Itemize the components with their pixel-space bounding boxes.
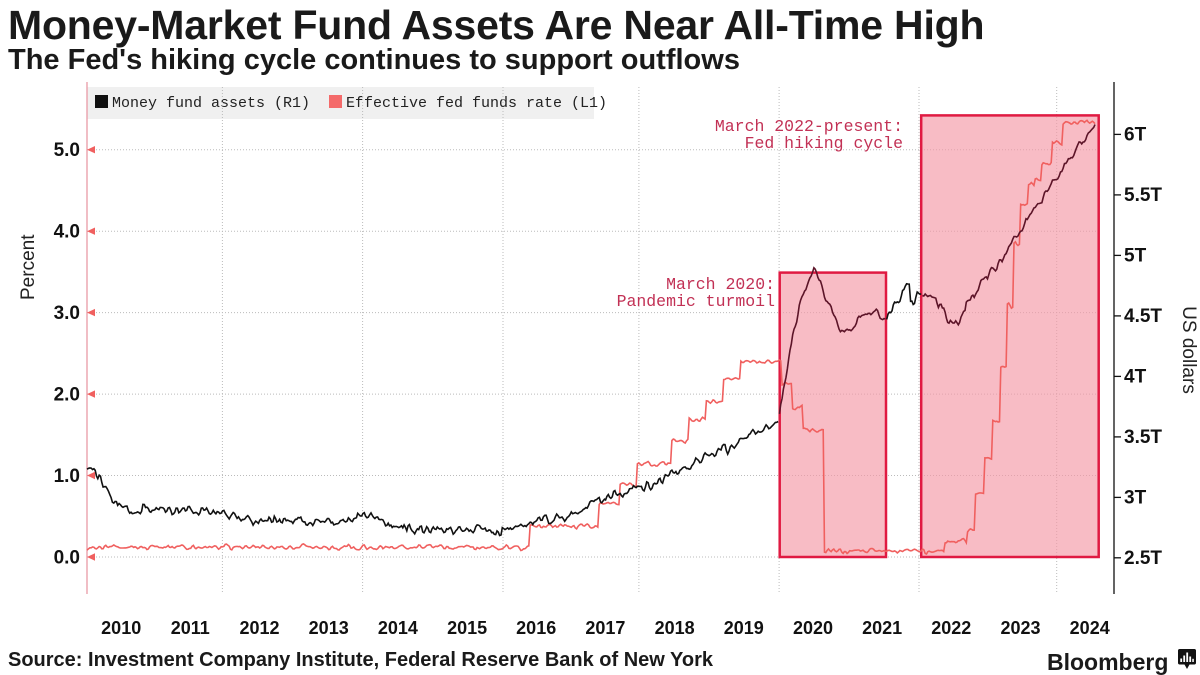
svg-text:4.5T: 4.5T — [1124, 306, 1162, 327]
svg-text:2.0: 2.0 — [54, 384, 80, 405]
svg-text:2020: 2020 — [793, 618, 833, 638]
svg-text:3.0: 3.0 — [54, 303, 80, 324]
svg-text:2024: 2024 — [1070, 618, 1110, 638]
svg-text:2017: 2017 — [585, 618, 625, 638]
svg-text:2012: 2012 — [239, 618, 279, 638]
svg-text:Pandemic turmoil: Pandemic turmoil — [617, 292, 775, 311]
svg-text:2023: 2023 — [1000, 618, 1040, 638]
svg-text:4.0: 4.0 — [54, 222, 80, 243]
svg-text:0.0: 0.0 — [54, 547, 80, 568]
svg-text:Fed hiking cycle: Fed hiking cycle — [745, 134, 903, 153]
svg-text:6T: 6T — [1124, 124, 1147, 145]
svg-text:2011: 2011 — [171, 618, 210, 638]
svg-text:4T: 4T — [1124, 366, 1147, 387]
svg-text:2016: 2016 — [516, 618, 556, 638]
svg-text:2015: 2015 — [447, 618, 487, 638]
svg-text:2010: 2010 — [101, 618, 141, 638]
svg-text:2014: 2014 — [378, 618, 418, 638]
svg-text:3T: 3T — [1124, 487, 1147, 508]
svg-text:2013: 2013 — [309, 618, 349, 638]
svg-text:5T: 5T — [1124, 245, 1147, 266]
svg-text:3.5T: 3.5T — [1124, 427, 1162, 448]
svg-text:2018: 2018 — [655, 618, 695, 638]
svg-text:2022: 2022 — [931, 618, 971, 638]
svg-text:5.5T: 5.5T — [1124, 185, 1162, 206]
svg-text:2019: 2019 — [724, 618, 764, 638]
svg-text:5.0: 5.0 — [54, 140, 80, 161]
svg-text:1.0: 1.0 — [54, 466, 80, 487]
svg-text:2.5T: 2.5T — [1124, 548, 1162, 569]
svg-text:2021: 2021 — [862, 618, 902, 638]
svg-text:US dollars: US dollars — [1178, 306, 1199, 394]
